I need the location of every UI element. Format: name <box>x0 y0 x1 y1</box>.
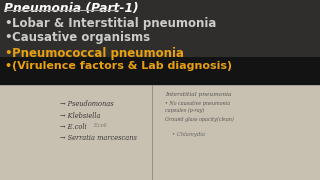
Text: •: • <box>4 17 12 30</box>
Text: → Klebsiella: → Klebsiella <box>60 112 100 120</box>
Text: capsules (p-ray): capsules (p-ray) <box>165 108 204 113</box>
FancyBboxPatch shape <box>0 57 320 85</box>
Text: •: • <box>4 61 11 71</box>
Text: Ground glass opacity(clean): Ground glass opacity(clean) <box>165 117 234 122</box>
Text: → Pseudomonas: → Pseudomonas <box>60 100 114 108</box>
Text: → Serratia marcescans: → Serratia marcescans <box>60 134 137 142</box>
Text: (Virulence factors & Lab diagnosis): (Virulence factors & Lab diagnosis) <box>12 61 232 71</box>
Text: → E.coli: → E.coli <box>60 123 87 131</box>
Text: Pneumonia (Part-1): Pneumonia (Part-1) <box>4 2 139 15</box>
Text: Causative organisms: Causative organisms <box>12 31 150 44</box>
FancyBboxPatch shape <box>0 0 320 85</box>
Text: E.coli: E.coli <box>93 123 107 128</box>
Text: Pneumococcal pneumonia: Pneumococcal pneumonia <box>12 47 184 60</box>
Text: • No causative pneumonia: • No causative pneumonia <box>165 101 230 106</box>
Text: •: • <box>4 47 12 60</box>
Text: •: • <box>4 31 12 44</box>
Text: • Chlamydia: • Chlamydia <box>172 132 205 137</box>
Text: Lobar & Interstitial pneumonia: Lobar & Interstitial pneumonia <box>12 17 216 30</box>
Text: Interstitial pneumonia: Interstitial pneumonia <box>165 92 231 97</box>
